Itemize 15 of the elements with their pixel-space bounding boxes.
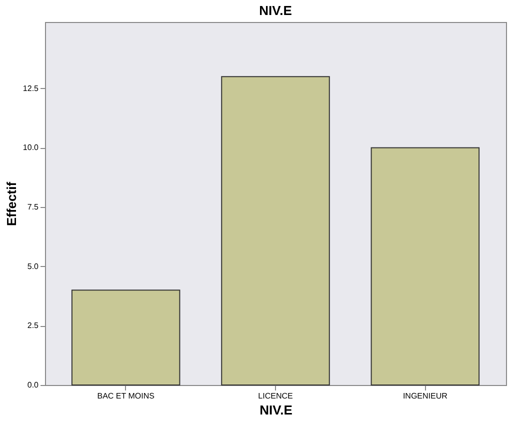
y-tick-label: 7.5 [27,202,40,212]
x-tick-label: LICENCE [258,392,293,400]
bar [221,76,330,386]
y-tick-label: 0.0 [27,380,40,390]
x-tick-label: INGENIEUR [402,392,448,400]
y-tick-label: 2.5 [27,321,40,330]
x-axis-title: NIV.E [260,402,293,418]
y-tick-label: 5.0 [27,262,40,271]
bar [370,147,480,386]
chart-title: NIV.E [259,3,292,18]
y-axis-title: Effectif [4,181,19,226]
y-tick-label: 12.5 [22,84,40,93]
bar [71,290,180,386]
x-tick-label: BAC ET MOINS [97,392,154,400]
y-tick-label: 10.0 [22,143,40,152]
